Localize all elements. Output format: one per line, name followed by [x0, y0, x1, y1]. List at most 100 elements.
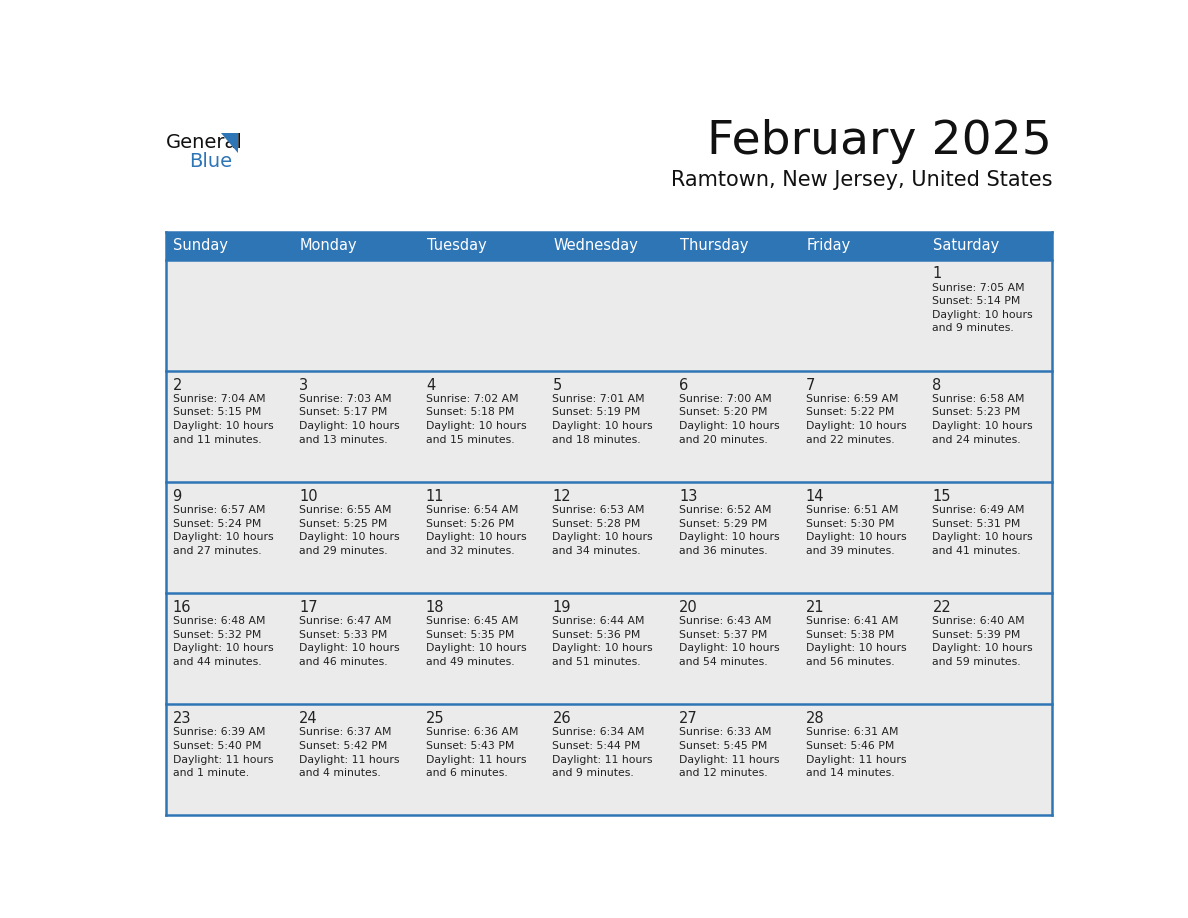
Text: 8: 8 — [933, 377, 942, 393]
Text: 15: 15 — [933, 489, 950, 504]
Text: Sunrise: 6:31 AM
Sunset: 5:46 PM
Daylight: 11 hours
and 14 minutes.: Sunrise: 6:31 AM Sunset: 5:46 PM Dayligh… — [805, 727, 906, 778]
Text: 12: 12 — [552, 489, 571, 504]
Bar — [165, 704, 292, 815]
Text: Sunday: Sunday — [173, 238, 228, 253]
Bar — [165, 482, 292, 593]
Text: 1: 1 — [933, 266, 942, 282]
Text: 25: 25 — [425, 711, 444, 726]
Text: Sunrise: 6:37 AM
Sunset: 5:42 PM
Daylight: 11 hours
and 4 minutes.: Sunrise: 6:37 AM Sunset: 5:42 PM Dayligh… — [299, 727, 399, 778]
Text: Sunrise: 6:33 AM
Sunset: 5:45 PM
Daylight: 11 hours
and 12 minutes.: Sunrise: 6:33 AM Sunset: 5:45 PM Dayligh… — [680, 727, 779, 778]
Text: Sunrise: 6:41 AM
Sunset: 5:38 PM
Daylight: 10 hours
and 56 minutes.: Sunrise: 6:41 AM Sunset: 5:38 PM Dayligh… — [805, 616, 906, 667]
Text: 2: 2 — [172, 377, 182, 393]
Text: 27: 27 — [680, 711, 697, 726]
Bar — [925, 371, 1053, 482]
Text: 9: 9 — [172, 489, 182, 504]
Text: Monday: Monday — [299, 238, 358, 253]
Bar — [419, 371, 545, 482]
Bar — [672, 593, 798, 704]
Bar — [798, 260, 925, 371]
Text: 3: 3 — [299, 377, 309, 393]
Bar — [292, 704, 419, 815]
Text: Sunrise: 7:01 AM
Sunset: 5:19 PM
Daylight: 10 hours
and 18 minutes.: Sunrise: 7:01 AM Sunset: 5:19 PM Dayligh… — [552, 394, 653, 444]
Text: Sunrise: 6:54 AM
Sunset: 5:26 PM
Daylight: 10 hours
and 32 minutes.: Sunrise: 6:54 AM Sunset: 5:26 PM Dayligh… — [425, 505, 526, 555]
Bar — [798, 482, 925, 593]
Bar — [672, 482, 798, 593]
Text: Sunrise: 7:00 AM
Sunset: 5:20 PM
Daylight: 10 hours
and 20 minutes.: Sunrise: 7:00 AM Sunset: 5:20 PM Dayligh… — [680, 394, 779, 444]
Text: 19: 19 — [552, 600, 571, 615]
Bar — [798, 593, 925, 704]
Text: Blue: Blue — [189, 151, 232, 171]
Text: 4: 4 — [425, 377, 435, 393]
Bar — [419, 593, 545, 704]
Text: Saturday: Saturday — [934, 238, 999, 253]
Text: Sunrise: 6:58 AM
Sunset: 5:23 PM
Daylight: 10 hours
and 24 minutes.: Sunrise: 6:58 AM Sunset: 5:23 PM Dayligh… — [933, 394, 1034, 444]
Bar — [165, 371, 292, 482]
Text: Sunrise: 7:03 AM
Sunset: 5:17 PM
Daylight: 10 hours
and 13 minutes.: Sunrise: 7:03 AM Sunset: 5:17 PM Dayligh… — [299, 394, 400, 444]
Bar — [545, 482, 672, 593]
Text: Ramtown, New Jersey, United States: Ramtown, New Jersey, United States — [671, 170, 1053, 190]
Text: 7: 7 — [805, 377, 815, 393]
Text: Sunrise: 6:47 AM
Sunset: 5:33 PM
Daylight: 10 hours
and 46 minutes.: Sunrise: 6:47 AM Sunset: 5:33 PM Dayligh… — [299, 616, 400, 667]
Bar — [672, 371, 798, 482]
Bar — [165, 232, 1053, 260]
Text: Sunrise: 6:34 AM
Sunset: 5:44 PM
Daylight: 11 hours
and 9 minutes.: Sunrise: 6:34 AM Sunset: 5:44 PM Dayligh… — [552, 727, 653, 778]
Bar — [798, 371, 925, 482]
Text: Sunrise: 6:43 AM
Sunset: 5:37 PM
Daylight: 10 hours
and 54 minutes.: Sunrise: 6:43 AM Sunset: 5:37 PM Dayligh… — [680, 616, 779, 667]
Text: Sunrise: 6:48 AM
Sunset: 5:32 PM
Daylight: 10 hours
and 44 minutes.: Sunrise: 6:48 AM Sunset: 5:32 PM Dayligh… — [172, 616, 273, 667]
Text: Sunrise: 7:05 AM
Sunset: 5:14 PM
Daylight: 10 hours
and 9 minutes.: Sunrise: 7:05 AM Sunset: 5:14 PM Dayligh… — [933, 283, 1034, 333]
Text: 6: 6 — [680, 377, 688, 393]
Text: Friday: Friday — [807, 238, 851, 253]
Bar — [672, 260, 798, 371]
Text: Sunrise: 6:57 AM
Sunset: 5:24 PM
Daylight: 10 hours
and 27 minutes.: Sunrise: 6:57 AM Sunset: 5:24 PM Dayligh… — [172, 505, 273, 555]
Text: General: General — [165, 133, 242, 152]
Bar — [292, 371, 419, 482]
Bar — [925, 704, 1053, 815]
Bar — [419, 260, 545, 371]
Text: Sunrise: 7:04 AM
Sunset: 5:15 PM
Daylight: 10 hours
and 11 minutes.: Sunrise: 7:04 AM Sunset: 5:15 PM Dayligh… — [172, 394, 273, 444]
Text: Sunrise: 6:36 AM
Sunset: 5:43 PM
Daylight: 11 hours
and 6 minutes.: Sunrise: 6:36 AM Sunset: 5:43 PM Dayligh… — [425, 727, 526, 778]
Text: 17: 17 — [299, 600, 318, 615]
Text: Sunrise: 6:44 AM
Sunset: 5:36 PM
Daylight: 10 hours
and 51 minutes.: Sunrise: 6:44 AM Sunset: 5:36 PM Dayligh… — [552, 616, 653, 667]
Bar — [292, 482, 419, 593]
Text: Wednesday: Wednesday — [554, 238, 638, 253]
Bar — [925, 593, 1053, 704]
Bar — [292, 593, 419, 704]
Text: Sunrise: 6:51 AM
Sunset: 5:30 PM
Daylight: 10 hours
and 39 minutes.: Sunrise: 6:51 AM Sunset: 5:30 PM Dayligh… — [805, 505, 906, 555]
Text: Sunrise: 6:49 AM
Sunset: 5:31 PM
Daylight: 10 hours
and 41 minutes.: Sunrise: 6:49 AM Sunset: 5:31 PM Dayligh… — [933, 505, 1034, 555]
Bar — [292, 260, 419, 371]
Text: 14: 14 — [805, 489, 824, 504]
Text: Sunrise: 6:40 AM
Sunset: 5:39 PM
Daylight: 10 hours
and 59 minutes.: Sunrise: 6:40 AM Sunset: 5:39 PM Dayligh… — [933, 616, 1034, 667]
Text: 18: 18 — [425, 600, 444, 615]
Text: Sunrise: 6:59 AM
Sunset: 5:22 PM
Daylight: 10 hours
and 22 minutes.: Sunrise: 6:59 AM Sunset: 5:22 PM Dayligh… — [805, 394, 906, 444]
Bar — [545, 704, 672, 815]
Bar — [165, 593, 292, 704]
Bar — [165, 260, 292, 371]
Text: Tuesday: Tuesday — [426, 238, 486, 253]
Text: Sunrise: 7:02 AM
Sunset: 5:18 PM
Daylight: 10 hours
and 15 minutes.: Sunrise: 7:02 AM Sunset: 5:18 PM Dayligh… — [425, 394, 526, 444]
Text: Sunrise: 6:53 AM
Sunset: 5:28 PM
Daylight: 10 hours
and 34 minutes.: Sunrise: 6:53 AM Sunset: 5:28 PM Dayligh… — [552, 505, 653, 555]
Bar — [419, 704, 545, 815]
Text: 20: 20 — [680, 600, 697, 615]
Text: 13: 13 — [680, 489, 697, 504]
Bar — [419, 482, 545, 593]
Text: 16: 16 — [172, 600, 191, 615]
Text: 10: 10 — [299, 489, 318, 504]
Bar — [925, 482, 1053, 593]
Text: 26: 26 — [552, 711, 571, 726]
Bar — [545, 593, 672, 704]
Bar — [672, 704, 798, 815]
Text: 22: 22 — [933, 600, 952, 615]
Polygon shape — [221, 133, 239, 152]
Text: Sunrise: 6:45 AM
Sunset: 5:35 PM
Daylight: 10 hours
and 49 minutes.: Sunrise: 6:45 AM Sunset: 5:35 PM Dayligh… — [425, 616, 526, 667]
Bar — [798, 704, 925, 815]
Text: Thursday: Thursday — [680, 238, 748, 253]
Bar — [925, 260, 1053, 371]
Text: 5: 5 — [552, 377, 562, 393]
Text: Sunrise: 6:52 AM
Sunset: 5:29 PM
Daylight: 10 hours
and 36 minutes.: Sunrise: 6:52 AM Sunset: 5:29 PM Dayligh… — [680, 505, 779, 555]
Text: 11: 11 — [425, 489, 444, 504]
Text: 28: 28 — [805, 711, 824, 726]
Text: February 2025: February 2025 — [707, 119, 1053, 164]
Bar — [545, 260, 672, 371]
Bar — [545, 371, 672, 482]
Text: 21: 21 — [805, 600, 824, 615]
